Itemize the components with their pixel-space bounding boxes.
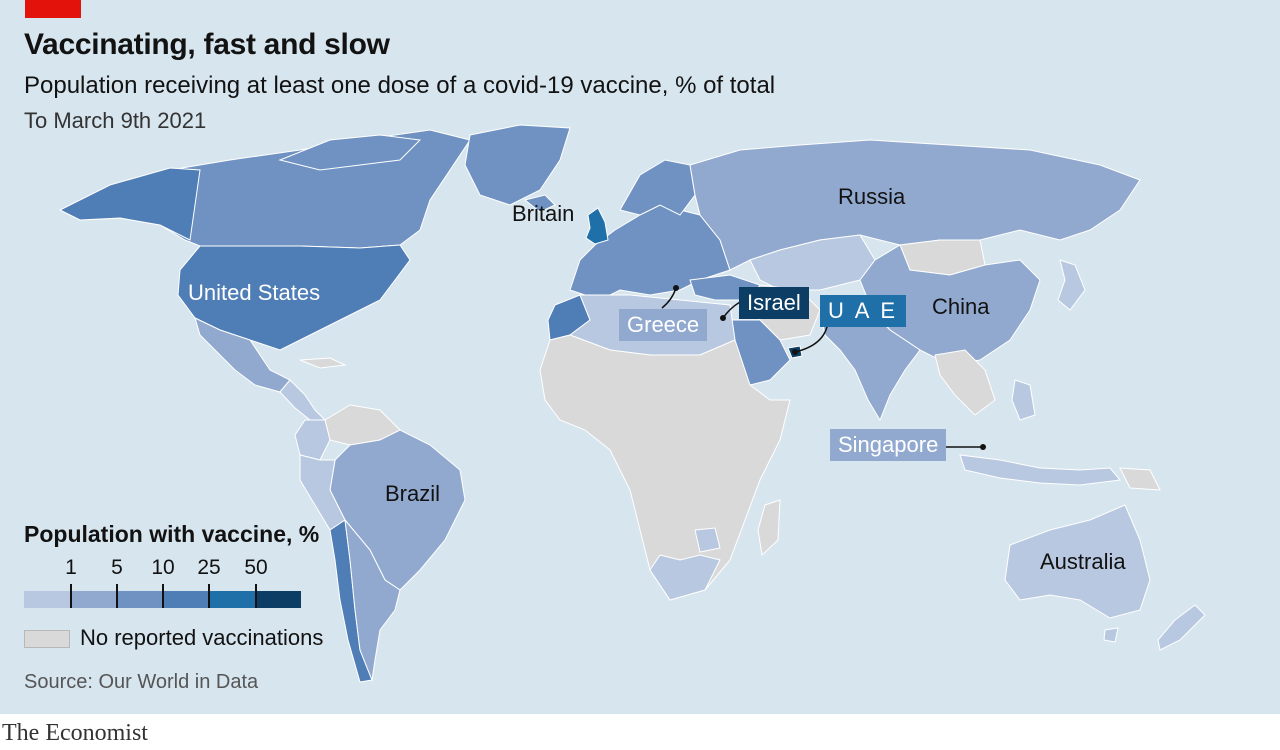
economist-red-tag: [25, 0, 81, 18]
country-tasmania: [1103, 627, 1119, 643]
label-uae: U A E: [820, 295, 907, 327]
legend-segment: [209, 591, 256, 608]
legend-tick: [70, 584, 72, 608]
country-new-zealand: [1157, 604, 1206, 651]
legend-tick-label: 10: [151, 556, 175, 579]
country-png: [1119, 467, 1161, 491]
legend-segment: [256, 591, 301, 608]
legend-tick: [208, 584, 210, 608]
country-alaska: [58, 167, 201, 241]
legend-title: Population with vaccine, %: [24, 521, 320, 547]
country-canada-islands: [278, 134, 422, 171]
country-argentina: [344, 518, 401, 682]
country-sub-saharan-africa: [539, 334, 791, 601]
leader-dot-israel: [720, 315, 726, 321]
economist-logo: The Economist: [2, 720, 148, 746]
chart-date: To March 9th 2021: [24, 108, 207, 133]
country-iceland: [523, 194, 556, 213]
country-philippines: [1011, 379, 1036, 421]
label-russia: Russia: [838, 184, 906, 209]
label-singapore: Singapore: [830, 429, 947, 461]
country-south-africa: [649, 554, 721, 601]
chart-subtitle: Population receiving at least one dose o…: [24, 72, 776, 99]
label-brazil: Brazil: [385, 481, 441, 506]
label-israel: Israel: [739, 287, 809, 319]
country-indonesia: [959, 454, 1121, 486]
country-colombia: [294, 419, 331, 461]
country-zimbabwe: [694, 527, 721, 553]
legend-tick-label: 50: [244, 556, 268, 579]
label-china: China: [932, 294, 990, 319]
country-greenland: [464, 124, 571, 206]
leader-dot-greece: [673, 285, 679, 291]
label-united-states: United States: [188, 280, 321, 305]
country-scandinavia: [619, 159, 696, 216]
country-cuba: [299, 357, 347, 369]
label-greece: Greece: [619, 309, 708, 341]
country-madagascar: [757, 499, 781, 557]
legend-tick-label: 5: [111, 556, 123, 579]
chart-title: Vaccinating, fast and slow: [24, 28, 390, 61]
legend-segment: [24, 591, 71, 608]
legend-tick-label: 1: [65, 556, 77, 579]
country-australia: [1004, 504, 1151, 619]
label-australia: Australia: [1040, 549, 1126, 574]
legend-tick-label: 25: [197, 556, 221, 579]
legend-tick: [162, 584, 164, 608]
label-britain: Britain: [512, 201, 575, 226]
leader-dot-uae: [792, 349, 798, 355]
country-japan: [1057, 259, 1086, 311]
map-chart: Vaccinating, fast and slow Population re…: [0, 0, 1280, 714]
country-britain: [585, 207, 609, 245]
no-data-label: No reported vaccinations: [80, 625, 324, 650]
legend-color-bar: [24, 591, 301, 608]
legend-segment: [71, 591, 117, 608]
country-russia: [689, 139, 1141, 271]
legend-segment: [117, 591, 163, 608]
leader-dot-singapore: [980, 444, 986, 450]
country-southeast-asia: [934, 349, 996, 416]
legend-tick: [255, 584, 257, 608]
country-central-america: [279, 379, 327, 421]
legend-segment: [163, 591, 209, 608]
legend-tick: [116, 584, 118, 608]
source-note: Source: Our World in Data: [24, 671, 259, 693]
no-data-swatch: [24, 630, 70, 648]
country-united-states: [177, 244, 411, 351]
